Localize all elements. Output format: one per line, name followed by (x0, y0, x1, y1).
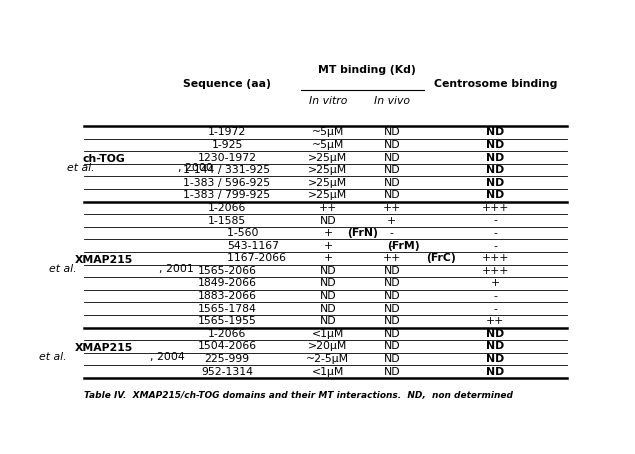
Text: (FrM): (FrM) (387, 241, 419, 251)
Text: et al.: et al. (67, 163, 95, 173)
Text: >25μM: >25μM (308, 178, 347, 188)
Text: ++: ++ (383, 253, 401, 263)
Text: -: - (493, 291, 497, 301)
Text: 1-2066: 1-2066 (208, 203, 246, 213)
Text: ND: ND (384, 178, 400, 188)
Text: ND: ND (486, 140, 504, 150)
Text: Centrosome binding: Centrosome binding (434, 79, 557, 89)
Text: In vitro: In vitro (309, 96, 347, 106)
Text: +: + (323, 228, 333, 238)
Text: ~5μM: ~5μM (312, 128, 344, 138)
Text: >25μM: >25μM (308, 153, 347, 163)
Text: 1565-1955: 1565-1955 (197, 316, 257, 326)
Text: 1565-2066: 1565-2066 (197, 266, 257, 276)
Text: -: - (493, 216, 497, 226)
Text: ++: ++ (319, 203, 337, 213)
Text: et al.: et al. (39, 352, 67, 362)
Text: ND: ND (384, 329, 400, 339)
Text: 543-1167: 543-1167 (227, 241, 279, 251)
Text: , 2001: , 2001 (159, 264, 194, 274)
Text: <1μM: <1μM (312, 329, 344, 339)
Text: ND: ND (384, 291, 400, 301)
Text: 1-560: 1-560 (227, 228, 262, 238)
Text: ND: ND (384, 266, 400, 276)
Text: ND: ND (319, 216, 336, 226)
Text: ND: ND (384, 278, 400, 288)
Text: Sequence (aa): Sequence (aa) (183, 79, 271, 89)
Text: ND: ND (384, 140, 400, 150)
Text: (FrN): (FrN) (347, 228, 378, 238)
Text: 1849-2066: 1849-2066 (197, 278, 257, 288)
Text: , 2000: , 2000 (178, 163, 213, 173)
Text: ND: ND (486, 178, 504, 188)
Text: ND: ND (384, 316, 400, 326)
Text: ND: ND (319, 304, 336, 314)
Text: 1-1972: 1-1972 (208, 128, 246, 138)
Text: ~2-5μM: ~2-5μM (306, 354, 349, 364)
Text: 1-1585: 1-1585 (208, 216, 246, 226)
Text: (FrC): (FrC) (427, 253, 457, 263)
Text: -: - (493, 304, 497, 314)
Text: -: - (390, 241, 394, 251)
Text: ND: ND (384, 366, 400, 376)
Text: 1230-1972: 1230-1972 (197, 153, 257, 163)
Text: ~5μM: ~5μM (312, 140, 344, 150)
Text: -: - (493, 241, 497, 251)
Text: ND: ND (384, 304, 400, 314)
Text: ND: ND (384, 341, 400, 351)
Text: <1μM: <1μM (312, 366, 344, 376)
Text: Table IV.  XMAP215/ch-TOG domains and their MT interactions.  ND,  non determine: Table IV. XMAP215/ch-TOG domains and the… (84, 391, 513, 400)
Text: ND: ND (384, 128, 400, 138)
Text: 1565-1784: 1565-1784 (197, 304, 257, 314)
Text: ++: ++ (383, 203, 401, 213)
Text: 1167-2066: 1167-2066 (227, 253, 290, 263)
Text: et al.: et al. (49, 264, 76, 274)
Text: +++: +++ (481, 253, 509, 263)
Text: 1-383 / 799-925: 1-383 / 799-925 (184, 190, 271, 200)
Text: ND: ND (384, 165, 400, 175)
Text: 225-999: 225-999 (204, 354, 250, 364)
Text: 1883-2066: 1883-2066 (197, 291, 257, 301)
Text: 1-383 / 596-925: 1-383 / 596-925 (184, 178, 271, 188)
Text: >20μM: >20μM (308, 341, 347, 351)
Text: 1-2066: 1-2066 (208, 329, 246, 339)
Text: XMAP215: XMAP215 (75, 255, 133, 265)
Text: ND: ND (486, 153, 504, 163)
Text: ND: ND (384, 153, 400, 163)
Text: In vivo: In vivo (374, 96, 410, 106)
Text: ND: ND (486, 190, 504, 200)
Text: >25μM: >25μM (308, 165, 347, 175)
Text: +++: +++ (481, 266, 509, 276)
Text: ND: ND (319, 278, 336, 288)
Text: +++: +++ (481, 203, 509, 213)
Text: ND: ND (486, 329, 504, 339)
Text: +: + (323, 241, 333, 251)
Text: ND: ND (486, 366, 504, 376)
Text: >25μM: >25μM (308, 190, 347, 200)
Text: ND: ND (486, 341, 504, 351)
Text: 1-925: 1-925 (211, 140, 243, 150)
Text: 1-144 / 331-925: 1-144 / 331-925 (184, 165, 271, 175)
Text: MT binding (Kd): MT binding (Kd) (318, 65, 416, 75)
Text: +: + (387, 216, 396, 226)
Text: ND: ND (384, 354, 400, 364)
Text: ++: ++ (486, 316, 504, 326)
Text: +: + (323, 253, 333, 263)
Text: , 2004: , 2004 (150, 352, 185, 362)
Text: ND: ND (486, 165, 504, 175)
Text: ND: ND (319, 266, 336, 276)
Text: 1504-2066: 1504-2066 (197, 341, 257, 351)
Text: XMAP215: XMAP215 (75, 343, 133, 353)
Text: ND: ND (486, 128, 504, 138)
Text: -: - (390, 228, 394, 238)
Text: ND: ND (319, 291, 336, 301)
Text: ND: ND (384, 190, 400, 200)
Text: ch-TOG: ch-TOG (83, 154, 125, 164)
Text: -: - (493, 228, 497, 238)
Text: +: + (491, 278, 500, 288)
Text: ND: ND (486, 354, 504, 364)
Text: 952-1314: 952-1314 (201, 366, 253, 376)
Text: ND: ND (319, 316, 336, 326)
